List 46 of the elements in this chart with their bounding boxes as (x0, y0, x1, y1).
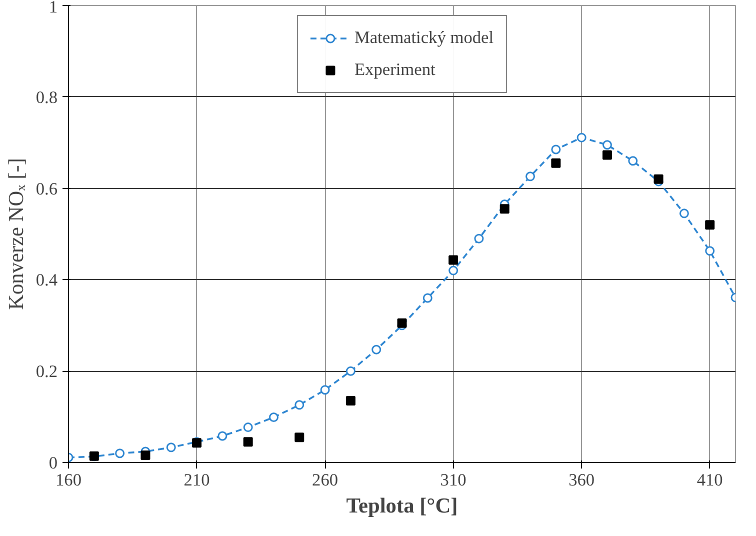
point (654, 174, 664, 184)
point (268, 412, 278, 422)
point (628, 156, 638, 166)
point (346, 366, 356, 376)
point (576, 132, 586, 142)
y-tick-label: 0.6 (36, 179, 58, 198)
point (602, 150, 612, 160)
y-tick-label: 1 (48, 0, 58, 16)
x-tick-label: 410 (696, 470, 723, 490)
y-tick-label: 0.4 (36, 270, 58, 290)
point (602, 140, 612, 150)
point (551, 144, 561, 154)
point (551, 158, 561, 168)
y-tick-label: 0 (48, 454, 58, 472)
point (705, 246, 715, 256)
legend-label: Experiment (354, 60, 436, 80)
point (448, 255, 458, 265)
legend-label: Matematický model (354, 28, 494, 48)
x-tick-label: 160 (56, 470, 82, 490)
x-tick-label: 360 (568, 470, 595, 490)
point (474, 234, 484, 244)
point (140, 450, 150, 460)
point (372, 344, 382, 354)
point (346, 396, 356, 406)
point (526, 172, 536, 182)
point (166, 442, 176, 452)
x-axis-title: Teplota [°C] (346, 494, 458, 518)
point (397, 318, 407, 328)
x-tick-label: 310 (440, 470, 466, 490)
point (448, 266, 458, 276)
point (320, 385, 330, 395)
point (500, 204, 510, 214)
y-tick-label: 0.2 (36, 362, 58, 382)
x-tick-label: 260 (312, 470, 338, 490)
x-tick-label: 210 (184, 470, 210, 490)
point (294, 400, 304, 410)
y-tick-label: 0.8 (36, 88, 58, 107)
point (243, 437, 253, 447)
point (218, 431, 228, 441)
point (243, 422, 253, 432)
point (294, 432, 304, 442)
point (422, 293, 432, 303)
y-axis-title: Konverze NOₓ [-] (4, 158, 28, 310)
point (679, 208, 689, 218)
point (705, 220, 715, 230)
point (115, 448, 125, 458)
